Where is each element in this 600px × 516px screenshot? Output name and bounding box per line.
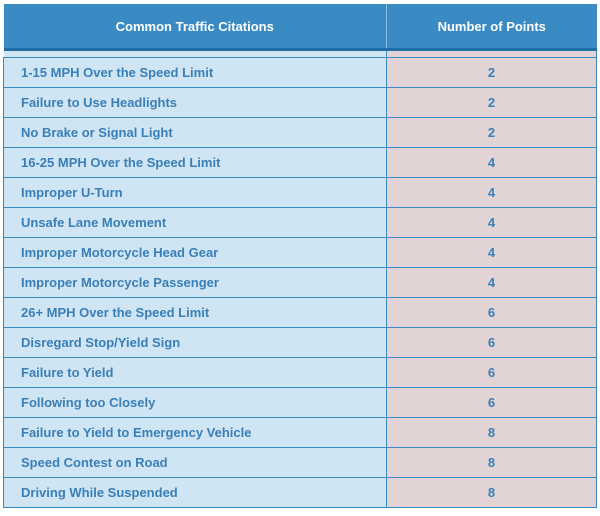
citation-cell: Disregard Stop/Yield Sign (3, 327, 387, 358)
points-cell: 2 (386, 57, 597, 88)
points-cell: 2 (386, 117, 597, 148)
points-cell: 4 (386, 147, 597, 178)
spacer-cell-citation (3, 49, 387, 58)
citation-cell: 16-25 MPH Over the Speed Limit (3, 147, 387, 178)
table-row: Driving While Suspended 8 (3, 477, 597, 508)
citation-cell: No Brake or Signal Light (3, 117, 387, 148)
table-row: Speed Contest on Road 8 (3, 447, 597, 478)
citation-cell: Driving While Suspended (3, 477, 387, 508)
table-row: 16-25 MPH Over the Speed Limit 4 (3, 147, 597, 178)
points-cell: 8 (386, 417, 597, 448)
spacer-cell-points (386, 49, 597, 58)
citation-cell: Failure to Yield (3, 357, 387, 388)
citation-cell: Failure to Use Headlights (3, 87, 387, 118)
table-row: Disregard Stop/Yield Sign 6 (3, 327, 597, 358)
citation-cell: Improper U-Turn (3, 177, 387, 208)
table-row: Improper U-Turn 4 (3, 177, 597, 208)
citation-cell: Improper Motorcycle Passenger (3, 267, 387, 298)
table-row: 1-15 MPH Over the Speed Limit 2 (3, 57, 597, 88)
points-cell: 4 (386, 177, 597, 208)
citation-cell: Improper Motorcycle Head Gear (3, 237, 387, 268)
table-row: Failure to Use Headlights 2 (3, 87, 597, 118)
points-cell: 4 (386, 267, 597, 298)
table-row: Failure to Yield 6 (3, 357, 597, 388)
table-row: Improper Motorcycle Passenger 4 (3, 267, 597, 298)
table-row: Improper Motorcycle Head Gear 4 (3, 237, 597, 268)
citation-cell: Unsafe Lane Movement (3, 207, 387, 238)
header-row: Common Traffic Citations Number of Point… (3, 4, 597, 51)
table-row: No Brake or Signal Light 2 (3, 117, 597, 148)
header-spacer-row (3, 49, 597, 58)
citation-cell: Speed Contest on Road (3, 447, 387, 478)
table-row: Following too Closely 6 (3, 387, 597, 418)
citation-cell: 26+ MPH Over the Speed Limit (3, 297, 387, 328)
points-cell: 6 (386, 387, 597, 418)
points-cell: 6 (386, 357, 597, 388)
table-header: Common Traffic Citations Number of Point… (3, 4, 597, 51)
points-cell: 4 (386, 207, 597, 238)
header-citations: Common Traffic Citations (3, 4, 387, 51)
traffic-citations-table-container: Common Traffic Citations Number of Point… (3, 4, 597, 508)
citation-cell: Following too Closely (3, 387, 387, 418)
table-row: Failure to Yield to Emergency Vehicle 8 (3, 417, 597, 448)
points-cell: 6 (386, 297, 597, 328)
points-cell: 8 (386, 477, 597, 508)
header-points: Number of Points (386, 4, 597, 51)
points-cell: 6 (386, 327, 597, 358)
points-cell: 4 (386, 237, 597, 268)
points-cell: 8 (386, 447, 597, 478)
citation-cell: 1-15 MPH Over the Speed Limit (3, 57, 387, 88)
table-row: Unsafe Lane Movement 4 (3, 207, 597, 238)
table-row: 26+ MPH Over the Speed Limit 6 (3, 297, 597, 328)
points-cell: 2 (386, 87, 597, 118)
citation-cell: Failure to Yield to Emergency Vehicle (3, 417, 387, 448)
traffic-citations-table: Common Traffic Citations Number of Point… (3, 4, 597, 508)
table-body: 1-15 MPH Over the Speed Limit 2 Failure to… (3, 49, 597, 508)
